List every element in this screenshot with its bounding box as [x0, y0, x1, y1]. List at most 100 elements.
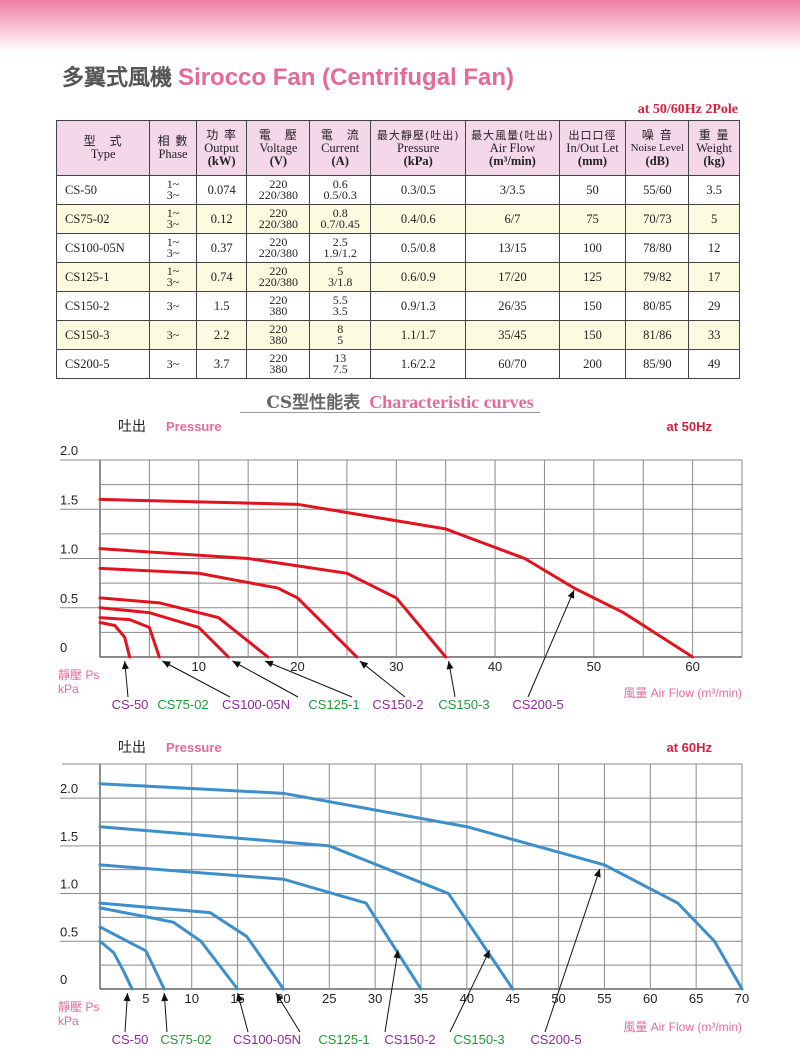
series-label: CS100-05N	[233, 1032, 301, 1047]
column-header-unit: (mm)	[577, 153, 608, 168]
table-row: CS150-3 3~ 2.2 220 380 8 5 1.1/1.7 35/45 150 81/86…	[55, 320, 740, 350]
y-tick-label: 1.5	[60, 829, 78, 844]
series-label: CS100-05N	[222, 697, 290, 712]
x-tick-label: 40	[460, 991, 474, 1006]
cell-outlet: 150	[558, 291, 627, 321]
cell-pressure: 0.6/0.9	[370, 262, 467, 292]
page-title-zh: 多翼式風機	[62, 65, 173, 91]
x-tick-label: 30	[368, 991, 382, 1006]
column-header-unit: (V)	[269, 153, 288, 168]
column-header-zh: 噪 音	[641, 127, 673, 142]
series-curve	[98, 925, 166, 991]
series-arrow-head	[483, 950, 490, 959]
column-header-unit: (dB)	[645, 153, 670, 168]
series-curve	[98, 606, 230, 659]
series-label: CS150-2	[384, 1032, 435, 1047]
cell-outlet: 50	[558, 175, 627, 205]
cell-outlet: 150	[558, 320, 627, 350]
series-label: CS150-2	[372, 697, 423, 712]
column-header-en: Output	[204, 140, 240, 155]
cell-type: CS150-3	[55, 320, 151, 350]
cell-pressure: 1.6/2.2	[370, 349, 467, 379]
series-label: CS150-3	[453, 1032, 504, 1047]
series-arrow	[264, 660, 353, 698]
y-label-en: Pressure	[166, 740, 222, 755]
cell-output: 0.12	[195, 204, 248, 234]
cell-phase: 3~	[149, 320, 197, 350]
series-curve	[98, 566, 359, 659]
x-tick-label: 10	[184, 991, 198, 1006]
spec-note: at 50/60Hz 2Pole	[637, 102, 738, 117]
cell-noise: 81/86	[625, 320, 690, 350]
series-arrow	[384, 949, 399, 1033]
cell-weight: 49	[688, 349, 740, 379]
curves-title-zh: CS型性能表	[266, 393, 361, 413]
cell-noise: 78/80	[625, 233, 690, 263]
cell-phase: 3~	[149, 349, 197, 379]
cell-noise: 55/60	[625, 175, 690, 205]
y-tick-label: 2.0	[60, 443, 78, 458]
page-title: 多翼式風機 Sirocco Fan (Centrifugal Fan)	[62, 60, 514, 92]
column-header-en: Air Flow	[489, 140, 536, 155]
cell-airflow: 17/20	[465, 262, 560, 292]
cell-voltage: 220 220/380	[246, 175, 311, 205]
series-curve	[98, 782, 744, 991]
cell-voltage: 220 220/380	[246, 262, 311, 292]
cell-phase: 1~ 3~	[149, 175, 197, 205]
column-header-unit: (kg)	[703, 153, 725, 168]
page-title-en: Sirocco Fan (Centrifugal Fan)	[178, 64, 515, 91]
curves-title-en: Characteristic curves	[369, 392, 534, 412]
cell-weight: 12	[688, 233, 740, 263]
column-header: 重 量 Weight (kg)	[688, 120, 740, 176]
series-curve	[98, 616, 161, 659]
cell-weight: 29	[688, 291, 740, 321]
cell-outlet: 125	[558, 262, 627, 292]
cell-current: 2.5 1.9/1.2	[309, 233, 372, 263]
series-label: CS-50	[112, 697, 149, 712]
series-arrow-head	[236, 993, 244, 1002]
cell-output: 2.2	[195, 320, 248, 350]
cell-voltage: 220 220/380	[246, 233, 311, 263]
y-label-zh: 吐出	[118, 418, 146, 434]
cell-airflow: 6/7	[465, 204, 560, 234]
series-curve	[98, 939, 134, 991]
x-tick-label: 50	[551, 991, 565, 1006]
x-tick-label: 40	[488, 659, 502, 674]
column-header: 相 數 Phase	[149, 120, 197, 176]
column-header-unit: (m³/min)	[489, 153, 536, 168]
series-curve	[98, 906, 240, 991]
cell-phase: 1~ 3~	[149, 262, 197, 292]
cell-output: 3.7	[195, 349, 248, 379]
y-tick-label: 1.0	[60, 877, 78, 892]
series-arrow-head	[593, 868, 601, 878]
cell-noise: 85/90	[625, 349, 690, 379]
cell-airflow: 26/35	[465, 291, 560, 321]
cell-phase: 1~ 3~	[149, 233, 197, 263]
cell-airflow: 3/3.5	[465, 175, 560, 205]
x-tick-label: 35	[414, 991, 428, 1006]
series-label: CS-50	[112, 1032, 149, 1047]
cell-outlet: 75	[558, 204, 627, 234]
series-curve	[98, 825, 515, 991]
header-band	[0, 0, 800, 52]
curves-title-underline	[240, 412, 540, 413]
x-tick-label: 25	[322, 991, 336, 1006]
series-arrow-head	[264, 660, 274, 668]
column-header: 出口口徑 In/Out Let (mm)	[558, 120, 627, 176]
cell-weight: 33	[688, 320, 740, 350]
column-header: 最大靜壓(吐出) Pressure (kPa)	[370, 120, 467, 176]
cell-type: CS200-5	[55, 349, 151, 379]
table-row: CS150-2 3~ 1.5 220 380 5.5 3.5 0.9/1.3 26/35 150 8…	[55, 291, 740, 321]
column-header-zh: 最大風量(吐出)	[471, 128, 554, 142]
x-tick-label: 30	[389, 659, 403, 674]
cell-airflow: 35/45	[465, 320, 560, 350]
y-label-en: Pressure	[166, 419, 222, 434]
x-tick-label: 55	[597, 991, 611, 1006]
y-unit-label: kPa	[58, 682, 79, 696]
series-arrow-head	[123, 993, 131, 1002]
x-axis-label: 風量 Air Flow (m³/min)	[623, 686, 742, 700]
cell-voltage: 220 380	[246, 349, 311, 379]
series-label: CS125-1	[308, 697, 359, 712]
